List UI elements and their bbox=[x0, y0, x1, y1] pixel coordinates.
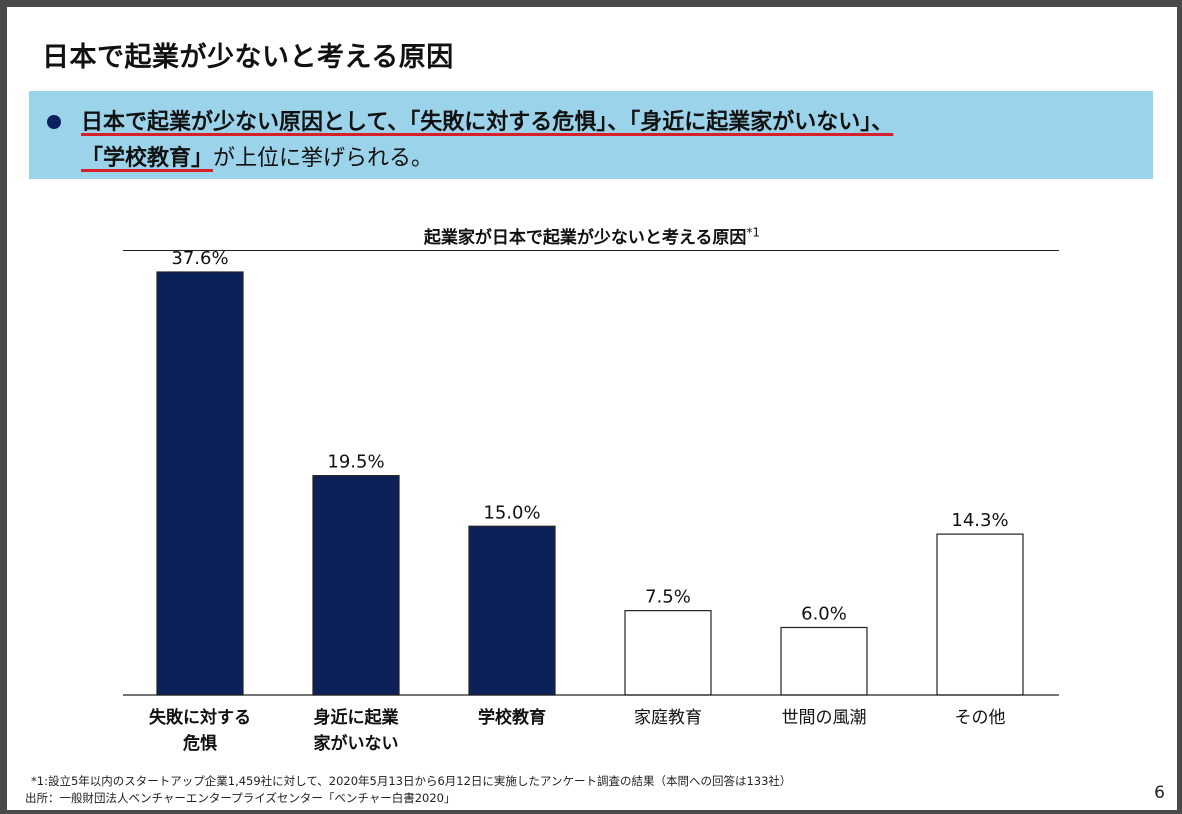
summary-line-2: 「学校教育」が上位に挙げられる。 bbox=[81, 140, 433, 172]
bar-value-label-1: 37.6% bbox=[171, 248, 228, 269]
chart-title-note: *1 bbox=[746, 225, 761, 240]
category-label-2-line-2: 家がいない bbox=[314, 733, 399, 754]
category-label-2-line-1: 身近に起業 bbox=[314, 707, 399, 728]
bar-2 bbox=[312, 475, 400, 696]
bullet-icon bbox=[47, 115, 61, 129]
category-label-1-line-1: 失敗に対する bbox=[149, 707, 251, 728]
bar-value-label-3: 15.0% bbox=[483, 502, 540, 523]
category-label-6-line-1: その他 bbox=[955, 708, 1006, 728]
bar-value-label-4: 7.5% bbox=[645, 587, 691, 608]
slide: 日本で起業が少ないと考える原因 日本で起業が少ない原因として、「失敗に対する危惧… bbox=[7, 7, 1177, 810]
page-number: 6 bbox=[1154, 783, 1165, 803]
category-label-4-line-1: 家庭教育 bbox=[634, 708, 702, 728]
bar-4 bbox=[624, 610, 712, 696]
slide-title: 日本で起業が少ないと考える原因 bbox=[42, 42, 454, 73]
summary-line-1: 日本で起業が少ない原因として、「失敗に対する危惧」、「身近に起業家がいない」、 bbox=[81, 104, 893, 136]
footnote-source: 出所：一般財団法人ベンチャーエンタープライズセンター「ベンチャー白書2020」 bbox=[25, 791, 456, 805]
bar-5 bbox=[780, 626, 868, 696]
footnote-survey: *1:設立5年以内のスタートアップ企業1,459社に対して、2020年5月13日… bbox=[31, 774, 792, 788]
category-label-3-line-1: 学校教育 bbox=[478, 707, 546, 728]
summary-emphasis-1: 日本で起業が少ない原因として、「失敗に対する危惧」、「身近に起業家がいない」、 bbox=[81, 110, 894, 135]
bar-6 bbox=[936, 533, 1024, 696]
bar-value-label-5: 6.0% bbox=[801, 604, 847, 625]
bar-value-label-6: 14.3% bbox=[951, 510, 1008, 531]
chart-title-rule bbox=[123, 250, 1059, 251]
chart-title: 起業家が日本で起業が少ないと考える原因*1 bbox=[7, 223, 1177, 248]
category-label-5-line-1: 世間の風潮 bbox=[782, 708, 867, 728]
category-label-1-line-2: 危惧 bbox=[182, 733, 217, 754]
bar-chart: 37.6% 失敗に対する危惧 19.5% 身近に起業家がいない 15.0% 学校教育 7.5… bbox=[123, 248, 1059, 754]
bar-1 bbox=[156, 271, 244, 696]
bar-3 bbox=[468, 525, 556, 696]
summary-box: 日本で起業が少ない原因として、「失敗に対する危惧」、「身近に起業家がいない」、 … bbox=[29, 91, 1153, 179]
summary-rest: が上位に挙げられる。 bbox=[213, 146, 434, 171]
chart-title-text: 起業家が日本で起業が少ないと考える原因 bbox=[423, 228, 747, 248]
summary-emphasis-2: 「学校教育」 bbox=[81, 146, 214, 171]
bar-value-label-2: 19.5% bbox=[327, 452, 384, 473]
